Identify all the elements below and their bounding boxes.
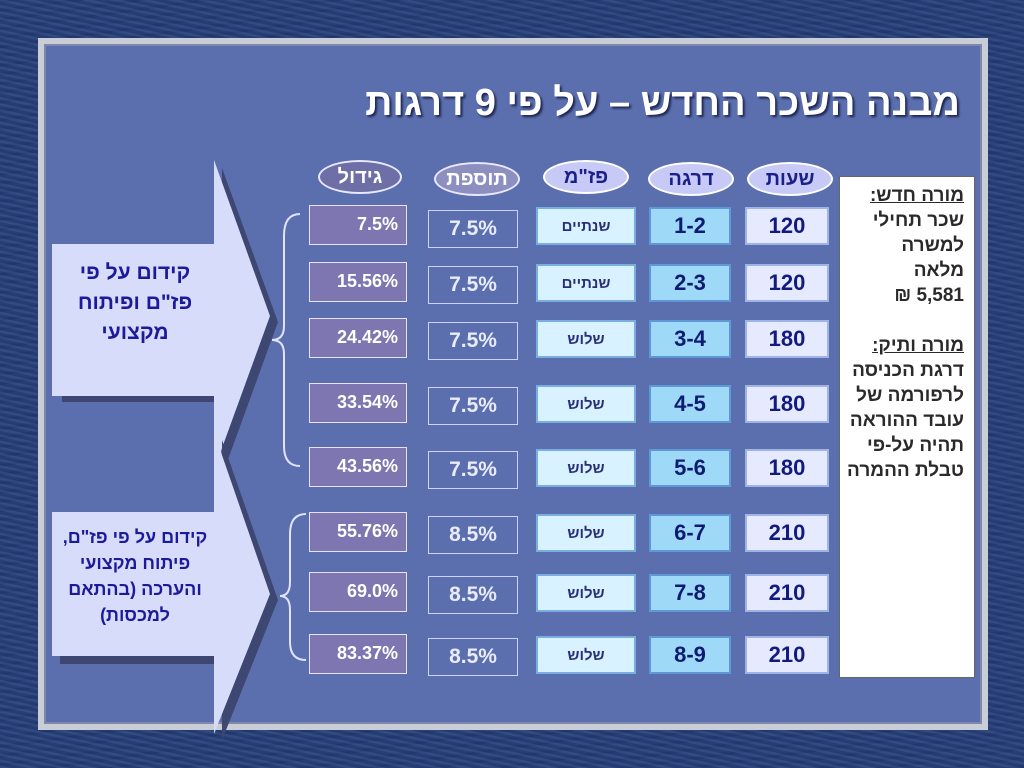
cell-addition: 8.5%: [428, 638, 518, 676]
cell-growth: 15.56%: [309, 262, 407, 302]
cell-addition: 7.5%: [428, 266, 518, 304]
header-growth: גידול: [318, 160, 402, 194]
cell-hours: 210: [745, 636, 829, 674]
cell-growth: 43.56%: [309, 447, 407, 487]
header-addition: תוספת: [434, 162, 520, 196]
cell-level: 1-2: [649, 207, 731, 245]
cell-growth: 7.5%: [309, 205, 407, 245]
cell-addition: 7.5%: [428, 210, 518, 248]
cell-hours: 180: [745, 449, 829, 487]
cell-level: 2-3: [649, 264, 731, 302]
veteran-teacher-text: דרגת הכניסה לרפורמה של עובד ההוראה תהיה …: [847, 360, 964, 481]
cell-hours: 210: [745, 574, 829, 612]
cell-hours: 180: [745, 385, 829, 423]
cell-level: 3-4: [649, 320, 731, 358]
cell-hours: 180: [745, 320, 829, 358]
arrow-upper: [52, 160, 270, 470]
cell-ped: שנתיים: [536, 207, 636, 245]
cell-addition: 8.5%: [428, 576, 518, 614]
arrow-upper-text: קידום על פי פז"ם ופיתוח מקצועי: [77, 261, 193, 344]
cell-ped: שלוש: [536, 320, 636, 358]
cell-addition: 7.5%: [428, 322, 518, 360]
cell-ped: שלוש: [536, 385, 636, 423]
cell-growth: 24.42%: [309, 318, 407, 358]
cell-hours: 120: [745, 207, 829, 245]
cell-ped: שלוש: [536, 449, 636, 487]
veteran-teacher-label: מורה ותיק:: [872, 335, 964, 356]
bracket-lower: [279, 513, 307, 661]
cell-growth: 69.0%: [309, 572, 407, 612]
cell-ped: שלוש: [536, 514, 636, 552]
cell-ped: שלוש: [536, 574, 636, 612]
cell-hours: 210: [745, 514, 829, 552]
page-title: מבנה השכר החדש – על פי 9 דרגות: [365, 82, 960, 124]
cell-level: 5-6: [649, 449, 731, 487]
cell-growth: 83.37%: [309, 634, 407, 674]
cell-growth: 33.54%: [309, 383, 407, 423]
header-hours: שעות: [747, 162, 833, 196]
header-level: דרגה: [648, 162, 734, 196]
cell-addition: 8.5%: [428, 516, 518, 554]
cell-addition: 7.5%: [428, 451, 518, 489]
cell-level: 4-5: [649, 385, 731, 423]
new-teacher-text: שכר תחילי למשרה מלאה: [872, 210, 964, 281]
cell-hours: 120: [745, 264, 829, 302]
arrow-lower: [52, 432, 270, 734]
starting-salary: 5,581 ₪: [894, 285, 964, 306]
header-ped: פז"מ: [543, 160, 629, 194]
cell-ped: שלוש: [536, 636, 636, 674]
arrow-lower-text: קידום על פי פז"ם, פיתוח מקצועי והערכה (ב…: [62, 527, 208, 625]
cell-level: 6-7: [649, 514, 731, 552]
new-teacher-label: מורה חדש:: [869, 185, 964, 206]
cell-addition: 7.5%: [428, 387, 518, 425]
cell-growth: 55.76%: [309, 512, 407, 552]
bracket-upper: [271, 213, 301, 467]
note-box: מורה חדש: שכר תחילי למשרה מלאה 5,581 ₪ מ…: [839, 176, 975, 678]
cell-level: 7-8: [649, 574, 731, 612]
cell-ped: שנתיים: [536, 264, 636, 302]
cell-level: 8-9: [649, 636, 731, 674]
